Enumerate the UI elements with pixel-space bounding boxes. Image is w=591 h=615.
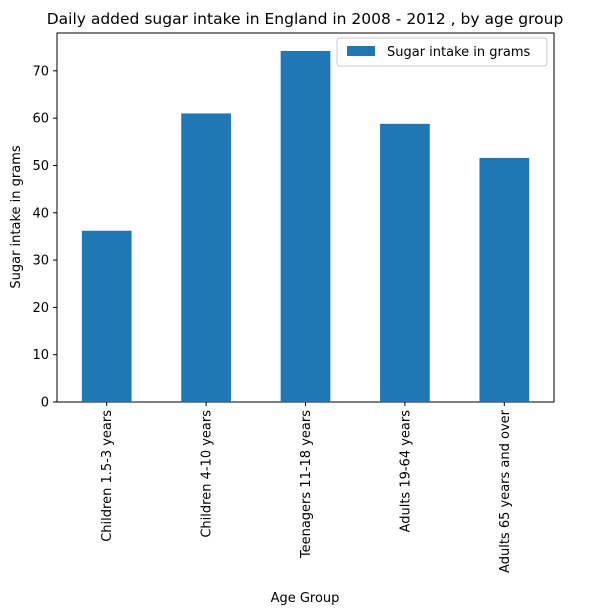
- bar: [380, 123, 430, 402]
- x-tick-label: Adults 65 years and over: [498, 409, 513, 573]
- y-axis: 0 10 20 30 40 50 60 70: [32, 64, 57, 411]
- x-axis-label: Age Group: [271, 591, 340, 606]
- y-tick-label: 20: [32, 301, 49, 316]
- bars: [81, 50, 530, 402]
- y-tick-label: 60: [32, 112, 49, 127]
- bar: [479, 157, 530, 402]
- x-tick-label: Teenagers 11-18 years: [299, 410, 314, 559]
- y-tick-label: 0: [41, 396, 49, 411]
- x-axis: Children 1.5-3 years Children 4-10 years T…: [100, 402, 513, 573]
- y-tick-label: 40: [32, 206, 49, 221]
- bar: [181, 113, 231, 402]
- x-tick-label: Children 1.5-3 years: [100, 410, 115, 542]
- y-tick-label: 10: [32, 348, 49, 363]
- chart-title: Daily added sugar intake in England in 2…: [47, 10, 564, 28]
- x-tick-label: Children 4-10 years: [200, 410, 215, 538]
- legend-swatch: [347, 46, 375, 56]
- legend-frame: [336, 37, 548, 67]
- legend-label: Sugar intake in grams: [387, 45, 531, 60]
- y-tick-label: 70: [32, 64, 49, 79]
- bar: [81, 230, 132, 402]
- legend: Sugar intake in grams: [336, 37, 548, 67]
- y-tick-label: 30: [32, 254, 49, 269]
- x-tick-label: Adults 19-64 years: [398, 410, 413, 533]
- y-axis-label: Sugar intake in grams: [9, 145, 24, 289]
- y-tick-label: 50: [32, 159, 49, 174]
- bar: [280, 50, 331, 402]
